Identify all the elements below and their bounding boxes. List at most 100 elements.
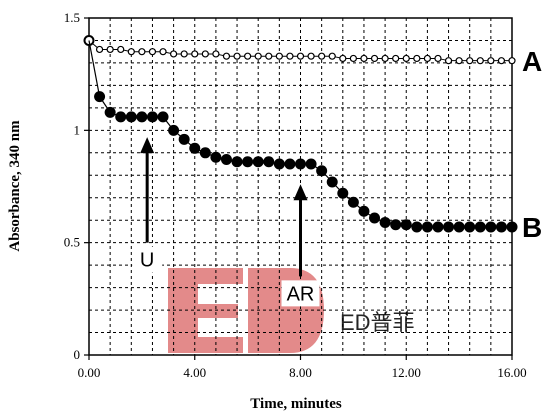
series-a-point (222, 52, 231, 60)
series-b-point (284, 158, 296, 170)
series-a-point (360, 54, 368, 63)
series-b-point (316, 165, 328, 177)
annotation-arrow-head (140, 137, 155, 154)
series-b (88, 40, 518, 233)
series-a-point (455, 57, 463, 65)
series-b-point (157, 111, 169, 123)
series-a-point (170, 50, 178, 58)
series-b-point (252, 156, 264, 168)
series-a-point (191, 50, 199, 58)
series-a-point (254, 52, 262, 60)
series-a-point (392, 54, 400, 63)
series-a-point (370, 54, 379, 63)
annotation-label: AR (287, 283, 315, 305)
y-tick-labels: 0 0.5 1 1.5 (64, 10, 80, 362)
x-tick-label: 8.00 (289, 365, 312, 380)
series-b-point (178, 133, 190, 145)
series-label-b: B (522, 212, 542, 243)
annotation-label-bg (281, 280, 320, 307)
series-a-point (339, 54, 347, 63)
series-b-point (136, 111, 148, 123)
watermark-text: ED普菲 (340, 310, 415, 335)
series-a-point (349, 54, 357, 63)
series-a-point (497, 57, 506, 65)
series-b-point (199, 147, 211, 159)
series-b-point (495, 221, 507, 233)
series-a-point (444, 57, 453, 65)
series-a-point (127, 48, 135, 56)
series-a-point (95, 45, 104, 54)
series-b-point (453, 221, 465, 233)
series-b-point (506, 221, 518, 233)
annotations: U AR (132, 137, 320, 307)
series-b-point (295, 158, 306, 170)
series-a-point (487, 57, 495, 65)
series-b-point (411, 221, 423, 233)
series-b-point (104, 106, 116, 118)
series-b-point (337, 187, 349, 199)
watermark-bar-3 (198, 304, 238, 318)
series-b-point (432, 221, 444, 233)
y-tick-label: 0 (74, 347, 81, 362)
watermark-bar-2 (198, 268, 243, 284)
series-b-point (210, 151, 222, 163)
axes (84, 17, 513, 360)
series-b-point (443, 221, 455, 233)
series-b-point (115, 111, 127, 123)
series-b-point (379, 216, 391, 228)
series-a-point (402, 54, 410, 63)
series-b-point (390, 219, 402, 231)
series-b-point (347, 196, 359, 208)
series-a-point (201, 50, 209, 58)
series-a-point (212, 50, 220, 58)
y-tick-label: 0.5 (64, 235, 80, 250)
series-a-point (244, 52, 252, 60)
series-b-point (369, 212, 381, 224)
series-b-point (242, 156, 254, 168)
series-b-point (326, 176, 338, 188)
x-tick-label: 12.00 (392, 365, 421, 380)
y-axis-title: Absorbance, 340 nm (7, 120, 23, 252)
series-b-point (263, 156, 275, 168)
series-b-point (189, 142, 201, 154)
series-a-point (413, 54, 421, 63)
x-axis-title: Time, minutes (250, 396, 342, 412)
series-a-point (318, 52, 326, 60)
series-b-point (421, 221, 433, 233)
series-b-point (168, 124, 180, 136)
series-a-point (138, 48, 146, 56)
x-tick-label: 16.00 (497, 365, 526, 380)
series-a-point (381, 54, 389, 63)
series-b-point (94, 91, 106, 103)
series-b-point (400, 219, 412, 231)
series-label-a: A (522, 46, 542, 77)
series-b-point (474, 221, 486, 233)
series-b-point (220, 154, 232, 166)
series-a-point (117, 45, 125, 54)
watermark-bar-4 (198, 337, 243, 353)
series-a-point (328, 52, 336, 60)
series-a-point (466, 57, 474, 65)
annotation-arrow-head (293, 184, 308, 201)
series-b-point (231, 156, 243, 168)
series-b-point (358, 205, 370, 217)
annotation-label-bg (132, 246, 163, 273)
series-a-point (148, 48, 157, 56)
series-b-point (273, 158, 285, 170)
series-b-point (125, 111, 137, 123)
series-a-point (307, 52, 315, 60)
series-a-point (423, 54, 431, 63)
series-b-point (146, 111, 158, 123)
annotation-label: U (140, 250, 154, 272)
series-a-point (106, 45, 114, 54)
x-tick-label: 0.00 (78, 365, 101, 380)
y-tick-label: 1 (74, 122, 81, 137)
y-tick-label: 1.5 (64, 10, 80, 25)
series-a-point (265, 52, 273, 60)
series-b-point (485, 221, 497, 233)
series-a-point (233, 52, 241, 60)
series-a (83, 34, 516, 65)
series-a-point (434, 54, 442, 63)
series-b-point (305, 158, 317, 170)
